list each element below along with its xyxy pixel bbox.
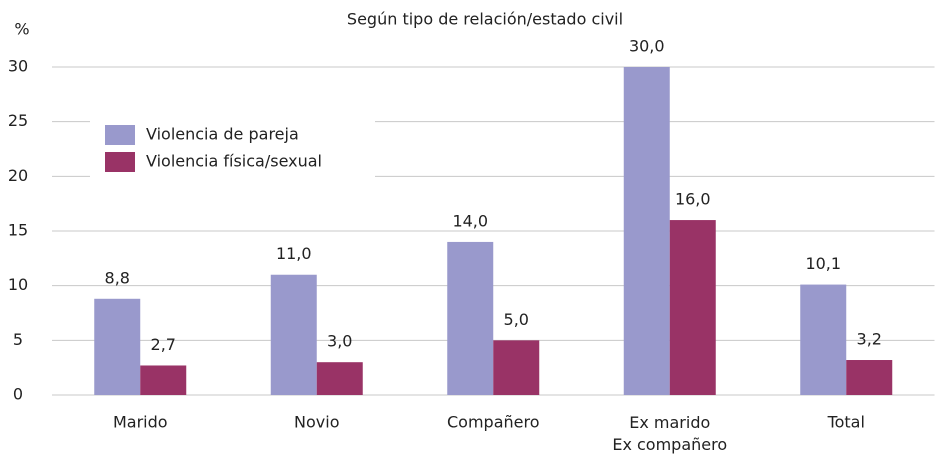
bar (140, 365, 187, 395)
chart-title: Según tipo de relación/estado civil (347, 10, 623, 29)
x-tick-label: Ex marido Ex compañero (612, 413, 727, 454)
legend-swatch (105, 152, 135, 172)
value-label: 3,2 (857, 330, 882, 349)
bar (493, 340, 540, 395)
legend-label: Violencia física/sexual (146, 152, 322, 171)
x-tick-label: Total (827, 413, 865, 432)
bar (800, 284, 847, 395)
value-label: 2,7 (151, 335, 176, 354)
value-label: 16,0 (675, 190, 711, 209)
y-tick-label: 25 (8, 111, 28, 130)
legend-box (90, 115, 375, 181)
value-label: 10,1 (805, 254, 841, 273)
y-tick-label: 20 (8, 166, 28, 185)
bar (316, 362, 363, 395)
bar (846, 360, 893, 395)
bar (94, 298, 141, 395)
value-label: 14,0 (452, 211, 488, 230)
bar (447, 241, 494, 395)
bar (270, 274, 317, 395)
value-label: 11,0 (276, 244, 312, 263)
y-tick-label: 15 (8, 221, 28, 240)
y-tick-label: 5 (13, 330, 23, 349)
x-tick-label: Marido (113, 413, 168, 432)
bar (623, 67, 670, 395)
y-tick-label: 0 (13, 385, 23, 404)
bar (669, 220, 716, 395)
value-label: 8,8 (105, 268, 130, 287)
legend-label: Violencia de pareja (146, 125, 299, 144)
x-tick-label: Novio (294, 413, 339, 432)
value-label: 3,0 (327, 332, 352, 351)
y-tick-label: 10 (8, 275, 28, 294)
y-axis-label: % (14, 20, 29, 39)
legend-swatch (105, 125, 135, 145)
value-label: 30,0 (629, 37, 665, 56)
x-tick-label: Compañero (447, 413, 540, 432)
value-label: 5,0 (504, 310, 529, 329)
y-tick-label: 30 (8, 57, 28, 76)
